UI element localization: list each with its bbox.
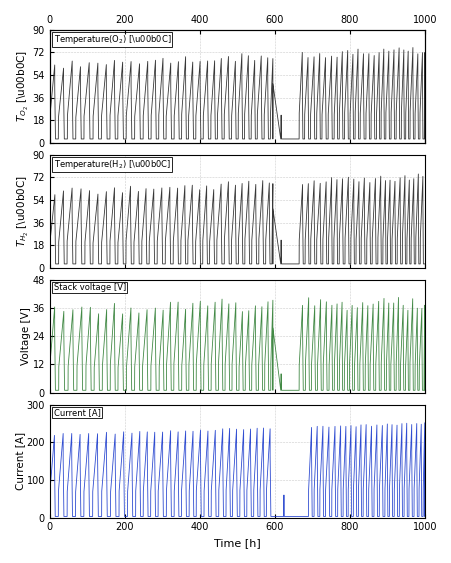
Text: Current [A]: Current [A] <box>53 408 100 417</box>
Y-axis label: $T_{H_2}$ [\u00b0C]: $T_{H_2}$ [\u00b0C] <box>16 175 31 247</box>
Text: Temperature(O$_2$) [\u00b0C]: Temperature(O$_2$) [\u00b0C] <box>53 33 171 46</box>
Y-axis label: Current [A]: Current [A] <box>15 432 25 490</box>
Y-axis label: $T_{O_2}$ [\u00b0C]: $T_{O_2}$ [\u00b0C] <box>16 50 31 122</box>
X-axis label: Time [h]: Time [h] <box>213 538 260 548</box>
Text: Stack voltage [V]: Stack voltage [V] <box>53 283 125 292</box>
Y-axis label: Voltage [V]: Voltage [V] <box>21 307 31 365</box>
Text: Temperature(H$_2$) [\u00b0C]: Temperature(H$_2$) [\u00b0C] <box>53 158 170 171</box>
